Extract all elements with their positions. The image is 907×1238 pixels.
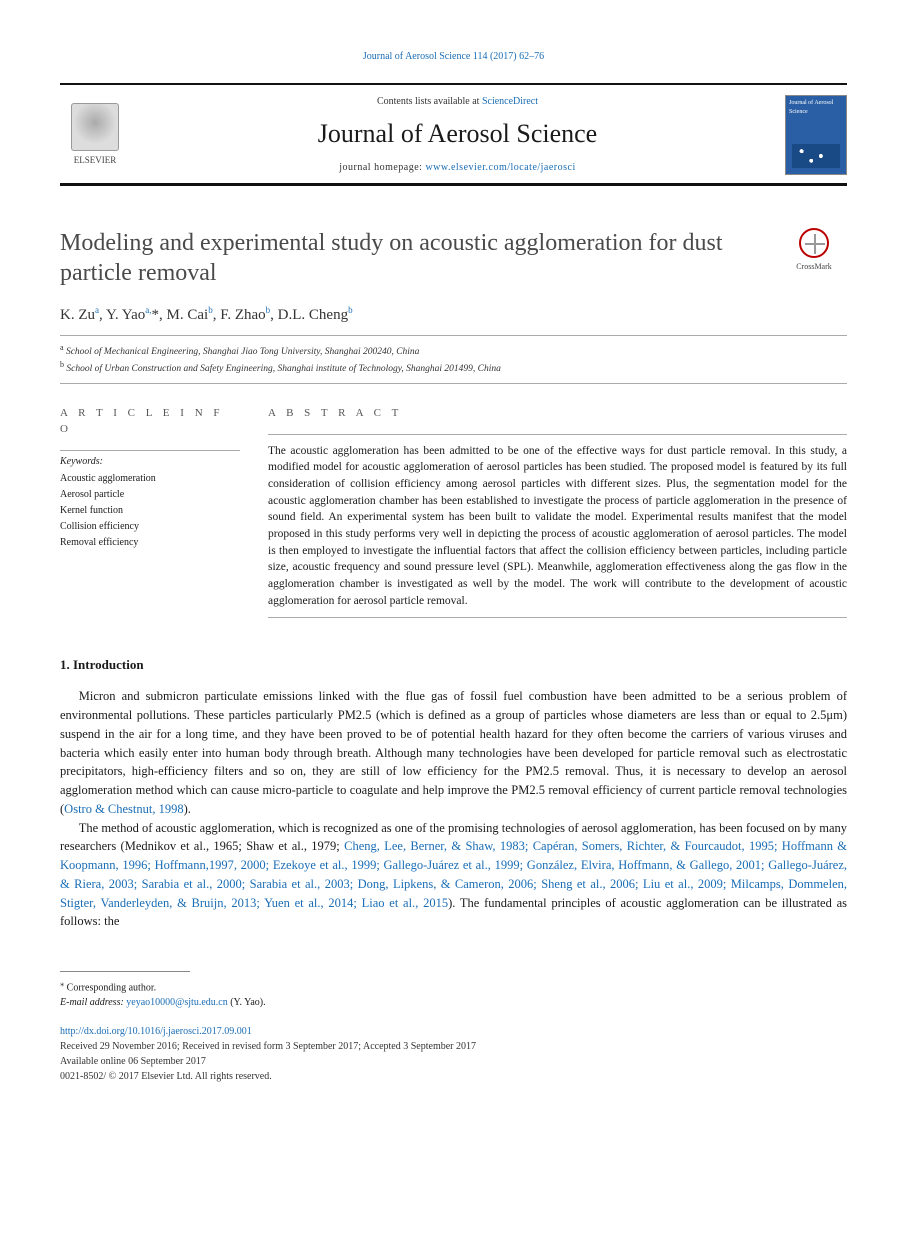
p1-pre: Micron and submicron particulate emissio… (60, 689, 847, 816)
affiliations: a School of Mechanical Engineering, Shan… (60, 335, 847, 384)
p1-post: ). (184, 802, 191, 816)
email-line: E-mail address: yeyao10000@sjtu.edu.cn (… (60, 995, 847, 1010)
keyword-item: Acoustic agglomeration (60, 471, 240, 487)
ref-ostro-chestnut-1998[interactable]: Ostro & Chestnut, 1998 (64, 802, 183, 816)
authors-line: K. Zua, Y. Yaoa,*, M. Caib, F. Zhaob, D.… (60, 304, 847, 327)
running-citation: Journal of Aerosol Science 114 (2017) 62… (60, 50, 847, 65)
corr-text: Corresponding author. (67, 982, 156, 993)
abstract-column: A B S T R A C T The acoustic agglomerati… (268, 406, 847, 619)
homepage-line: journal homepage: www.elsevier.com/locat… (130, 161, 785, 176)
elsevier-tree-icon (71, 103, 119, 151)
email-link[interactable]: yeyao10000@sjtu.edu.cn (126, 997, 227, 1008)
publisher-name: ELSEVIER (74, 155, 117, 165)
article-info-label: A R T I C L E I N F O (60, 406, 240, 438)
article-info-column: A R T I C L E I N F O Keywords: Acoustic… (60, 406, 240, 619)
affiliation-row: b School of Urban Construction and Safet… (60, 359, 847, 376)
article-history: Received 29 November 2016; Received in r… (60, 1039, 847, 1054)
keywords-heading: Keywords: (60, 450, 240, 470)
email-label: E-mail address: (60, 997, 126, 1008)
crossmark-badge[interactable]: CrossMark (781, 228, 847, 273)
intro-paragraph-2: The method of acoustic agglomeration, wh… (60, 819, 847, 932)
keywords-list: Acoustic agglomerationAerosol particleKe… (60, 471, 240, 551)
intro-paragraph-1: Micron and submicron particulate emissio… (60, 687, 847, 818)
contents-line: Contents lists available at ScienceDirec… (130, 95, 785, 110)
affiliation-row: a School of Mechanical Engineering, Shan… (60, 342, 847, 359)
cover-text: Journal of Aerosol Science (789, 100, 833, 115)
doi-block: http://dx.doi.org/10.1016/j.jaerosci.201… (60, 1024, 847, 1084)
sciencedirect-link[interactable]: ScienceDirect (482, 96, 538, 107)
email-owner: (Y. Yao). (228, 997, 266, 1008)
homepage-link[interactable]: www.elsevier.com/locate/jaerosci (425, 162, 575, 173)
footnotes: ⁎ Corresponding author. E-mail address: … (60, 978, 847, 1010)
contents-prefix: Contents lists available at (377, 96, 482, 107)
abstract-label: A B S T R A C T (268, 406, 847, 422)
footnote-rule (60, 971, 190, 972)
available-online: Available online 06 September 2017 (60, 1054, 847, 1069)
keyword-item: Kernel function (60, 503, 240, 519)
journal-name: Journal of Aerosol Science (130, 115, 785, 153)
doi-link[interactable]: http://dx.doi.org/10.1016/j.jaerosci.201… (60, 1026, 252, 1037)
section-heading-introduction: 1. Introduction (60, 656, 847, 675)
issn-copyright: 0021-8502/ © 2017 Elsevier Ltd. All righ… (60, 1069, 847, 1084)
crossmark-icon (799, 228, 829, 258)
elsevier-logo: ELSEVIER (60, 103, 130, 167)
keyword-item: Collision efficiency (60, 519, 240, 535)
keyword-item: Aerosol particle (60, 487, 240, 503)
homepage-prefix: journal homepage: (339, 162, 425, 173)
article-title: Modeling and experimental study on acous… (60, 228, 761, 288)
journal-header: ELSEVIER Contents lists available at Sci… (60, 83, 847, 187)
keyword-item: Removal efficiency (60, 535, 240, 551)
corresponding-author-note: ⁎ Corresponding author. (60, 978, 847, 995)
crossmark-label: CrossMark (796, 262, 832, 271)
abstract-text: The acoustic agglomeration has been admi… (268, 434, 847, 619)
journal-cover-thumbnail: Journal of Aerosol Science (785, 95, 847, 175)
asterisk-icon: ⁎ (60, 979, 64, 988)
